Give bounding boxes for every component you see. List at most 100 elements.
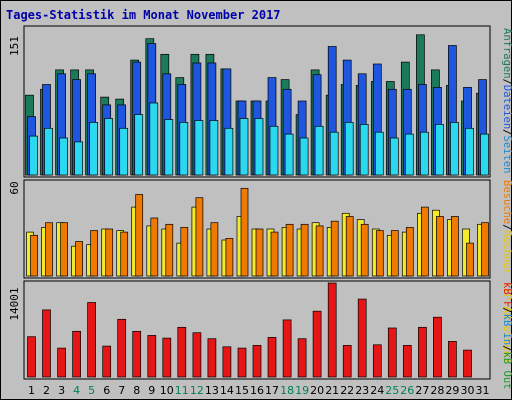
bar-pages — [74, 141, 83, 176]
bar-sites — [315, 225, 324, 277]
bar-pages — [179, 122, 189, 176]
legend-kbout: kB Out — [501, 352, 512, 390]
bar-sites — [481, 222, 489, 277]
bar-pages — [329, 131, 339, 176]
bar-pages — [389, 137, 399, 176]
bar-sites — [451, 216, 459, 277]
bar-pages — [149, 102, 159, 176]
day-label: 14 — [220, 384, 234, 397]
bar-sites — [45, 222, 53, 277]
bar-sites — [225, 238, 234, 277]
bars-layer — [25, 34, 489, 378]
day-label: 31 — [476, 384, 490, 397]
bar-sites — [270, 231, 279, 277]
day-label: 13 — [205, 384, 219, 397]
bar-sites — [90, 230, 98, 277]
chart-title: Tages-Statistik im Monat November 2017 — [6, 8, 281, 22]
day-label: 3 — [58, 384, 65, 397]
bar-kbytes — [342, 345, 352, 378]
bar-kbytes — [267, 337, 277, 378]
day-label: 5 — [88, 384, 95, 397]
bar-kbytes — [117, 318, 127, 378]
legend-middle: Besuche/Rechner (IP-Adressen) — [501, 180, 512, 363]
bar-pages — [314, 125, 324, 176]
day-label: 11 — [175, 384, 189, 397]
day-label: 10 — [160, 384, 174, 397]
bar-kbytes — [448, 341, 457, 378]
legend-sep-3: / — [501, 224, 512, 230]
bar-kbytes — [312, 310, 322, 378]
bar-pages — [164, 119, 174, 176]
day-label: 2 — [43, 384, 50, 397]
bar-pages — [44, 127, 53, 176]
legend-sep-4: / — [501, 307, 512, 313]
bar-kbytes — [192, 332, 202, 378]
bar-kbytes — [297, 338, 307, 378]
bar-sites — [466, 242, 474, 277]
bar-kbytes — [222, 346, 232, 378]
day-label: 17 — [265, 384, 279, 397]
bar-pages — [299, 137, 309, 176]
legend-sep-2: / — [501, 129, 512, 135]
bar-kbytes — [72, 330, 81, 378]
bar-kbytes — [372, 344, 382, 378]
day-label: 12 — [190, 384, 204, 397]
legend-sites: Besuche — [501, 180, 512, 224]
svg-text:Besuche/Rechner (IP-Adressen): Besuche/Rechner (IP-Adressen) — [501, 180, 512, 363]
bar-sites — [180, 227, 189, 277]
svg-text:kB F/kB In/kB Out: kB F/kB In/kB Out — [501, 282, 512, 390]
top-ymax-label: 151 — [8, 36, 21, 56]
day-label: 18 — [280, 384, 294, 397]
svg-text:Anfragen/Dateien/Seiten: Anfragen/Dateien/Seiten — [501, 28, 512, 173]
panel-bottom — [23, 280, 491, 380]
bar-sites — [421, 206, 429, 277]
bar-sites — [375, 230, 384, 277]
bar-kbytes — [327, 282, 337, 378]
legend-bottom: kB F/kB In/kB Out — [501, 282, 512, 390]
bar-sites — [195, 197, 204, 277]
bar-kbytes — [402, 345, 412, 378]
day-label: 27 — [415, 384, 429, 397]
bar-pages — [59, 137, 68, 176]
bar-pages — [374, 131, 384, 176]
bar-pages — [29, 135, 38, 176]
day-label: 30 — [461, 384, 475, 397]
day-label: 20 — [310, 384, 324, 397]
day-label: 19 — [295, 384, 309, 397]
day-labels: 1 2 3 4 5 6 7 8 9 10 11 12 13 14 15 16 17 18 19 20 21 22 23 24 2… — [28, 384, 490, 397]
bar-pages — [435, 124, 444, 176]
day-label: 15 — [235, 384, 249, 397]
bar-pages — [344, 122, 354, 176]
bar-sites — [285, 223, 294, 277]
bar-sites — [300, 223, 309, 277]
legend-top: Anfragen/Dateien/Seiten — [501, 28, 512, 173]
bar-pages — [450, 122, 459, 176]
bar-sites — [210, 222, 219, 277]
bar-pages — [239, 118, 249, 176]
bar-pages — [134, 114, 144, 176]
bar-pages — [89, 122, 98, 176]
day-label: 4 — [73, 384, 80, 397]
bar-sites — [165, 223, 174, 277]
panel-top — [23, 25, 491, 178]
bar-sites — [60, 222, 68, 277]
bar-pages — [194, 120, 204, 176]
bar-kbytes — [57, 347, 66, 378]
bar-pages — [480, 133, 489, 176]
bar-pages — [269, 125, 279, 176]
legend-kbin: kB In — [501, 314, 512, 346]
bar-kbytes — [433, 316, 442, 378]
bar-kbytes — [237, 347, 247, 378]
bar-kbytes — [418, 326, 427, 378]
bar-kbytes — [207, 338, 217, 378]
bar-pages — [104, 118, 114, 176]
bar-sites — [405, 227, 414, 277]
legend-hits: Anfragen — [501, 28, 512, 79]
bar-kbytes — [252, 345, 262, 378]
bar-pages — [465, 127, 474, 176]
day-label: 29 — [445, 384, 459, 397]
day-label: 7 — [118, 384, 125, 397]
bar-sites — [150, 217, 159, 277]
panel-middle — [23, 179, 491, 279]
